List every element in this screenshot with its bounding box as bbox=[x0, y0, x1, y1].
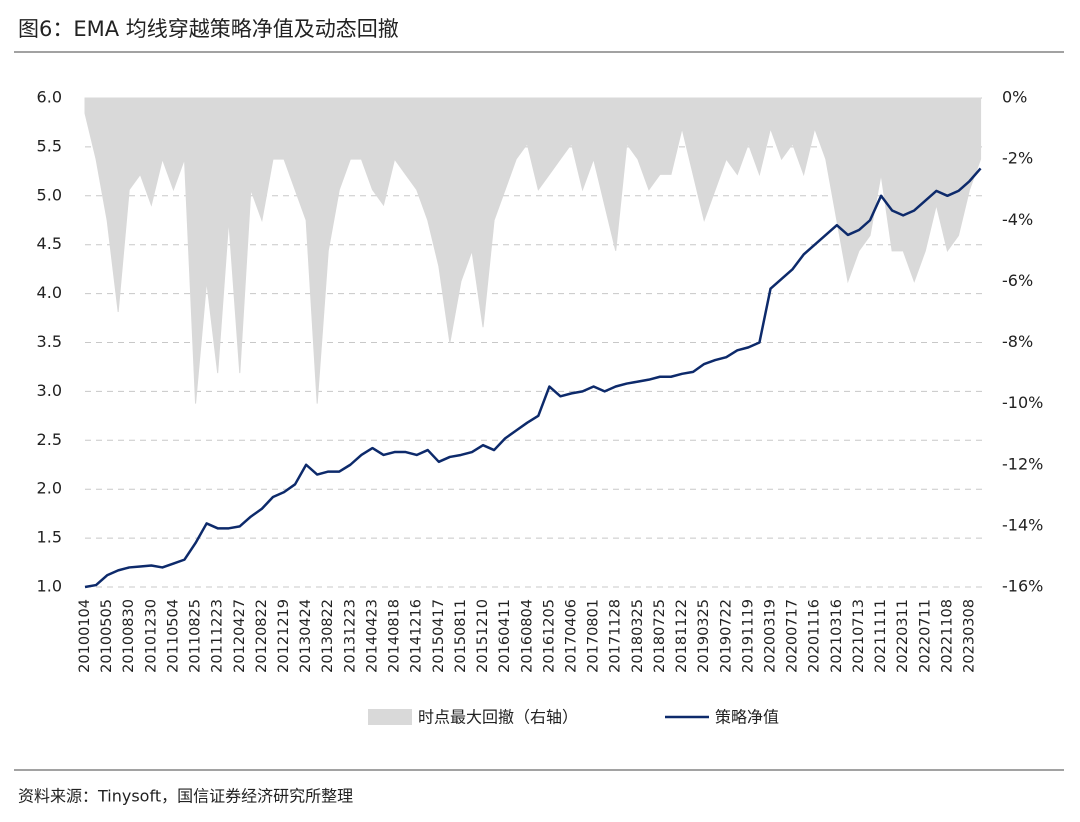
x-tick-label: 20101230 bbox=[143, 599, 159, 673]
x-tick-label: 20140423 bbox=[364, 599, 380, 673]
x-tick-label: 20210713 bbox=[851, 599, 867, 673]
x-tick-label: 20220311 bbox=[895, 599, 911, 673]
x-tick-label: 20210316 bbox=[829, 599, 845, 673]
x-tick-label: 20110825 bbox=[188, 599, 204, 673]
x-tick-label: 20161205 bbox=[541, 599, 557, 673]
x-tick-label: 20220711 bbox=[917, 599, 933, 673]
x-tick-label: 20150417 bbox=[431, 599, 447, 673]
x-tick-label: 20151210 bbox=[475, 599, 491, 673]
y-tick-label: 1.0 bbox=[37, 577, 62, 596]
x-tick-label: 20191119 bbox=[740, 599, 756, 673]
y-tick-label: 3.5 bbox=[37, 332, 62, 351]
y-tick-label: 2.0 bbox=[37, 479, 62, 498]
y-tick-label: 2.5 bbox=[37, 430, 62, 449]
y-tick-label: 4.5 bbox=[37, 234, 62, 253]
y2-tick-label: 0% bbox=[1002, 88, 1027, 107]
y-tick-label: 5.5 bbox=[37, 136, 62, 155]
x-tick-label: 20120427 bbox=[232, 599, 248, 673]
y-tick-label: 6.0 bbox=[37, 88, 62, 107]
y-tick-label: 3.0 bbox=[37, 381, 62, 400]
x-tick-label: 20201116 bbox=[807, 599, 823, 673]
y2-tick-label: -12% bbox=[1002, 454, 1043, 473]
x-tick-label: 20200717 bbox=[785, 599, 801, 673]
x-tick-label: 20200319 bbox=[763, 599, 779, 673]
x-tick-label: 20121219 bbox=[276, 599, 292, 673]
x-tick-label: 20141216 bbox=[409, 599, 425, 673]
x-tick-label: 20221108 bbox=[939, 599, 955, 673]
x-tick-label: 20160411 bbox=[497, 599, 513, 673]
y2-tick-label: -16% bbox=[1002, 577, 1043, 596]
x-tick-label: 20130424 bbox=[298, 599, 314, 673]
x-tick-label: 20160804 bbox=[519, 599, 535, 673]
x-tick-label: 20140818 bbox=[387, 599, 403, 673]
x-tick-label: 20100830 bbox=[121, 599, 137, 673]
x-tick-label: 20180725 bbox=[652, 599, 668, 673]
x-tick-label: 20100104 bbox=[77, 599, 93, 673]
y-tick-label: 5.0 bbox=[37, 185, 62, 204]
source-note: 资料来源：Tinysoft，国信证券经济研究所整理 bbox=[18, 787, 353, 806]
y2-tick-label: -6% bbox=[1002, 271, 1033, 290]
x-tick-label: 20131223 bbox=[342, 599, 358, 673]
legend-label: 策略净值 bbox=[715, 708, 779, 727]
y2-tick-label: -2% bbox=[1002, 149, 1033, 168]
y2-tick-label: -4% bbox=[1002, 210, 1033, 229]
x-tick-label: 20111223 bbox=[210, 599, 226, 673]
x-tick-label: 20170406 bbox=[563, 599, 579, 673]
nav-line bbox=[84, 167, 982, 589]
x-tick-label: 20190325 bbox=[696, 599, 712, 673]
y2-tick-label: -14% bbox=[1002, 515, 1043, 534]
x-tick-label: 20230308 bbox=[962, 599, 978, 673]
y2-tick-label: -10% bbox=[1002, 393, 1043, 412]
x-tick-label: 20110504 bbox=[165, 599, 181, 673]
legend-label: 时点最大回撤（右轴） bbox=[418, 708, 578, 727]
y-tick-label: 4.0 bbox=[37, 283, 62, 302]
y2-tick-label: -8% bbox=[1002, 332, 1033, 351]
x-tick-label: 20171128 bbox=[608, 599, 624, 673]
x-tick-label: 20150811 bbox=[453, 599, 469, 673]
y-tick-label: 1.5 bbox=[37, 528, 62, 547]
chart-title: 图6：EMA 均线穿越策略净值及动态回撤 bbox=[18, 17, 399, 41]
x-tick-label: 20211111 bbox=[873, 599, 889, 673]
x-tick-label: 20170801 bbox=[586, 599, 602, 673]
x-tick-label: 20130822 bbox=[320, 599, 336, 673]
x-tick-label: 20120822 bbox=[254, 599, 270, 673]
drawdown-area bbox=[84, 97, 982, 404]
x-tick-label: 20100505 bbox=[99, 599, 115, 673]
x-tick-label: 20180325 bbox=[630, 599, 646, 673]
legend-swatch bbox=[368, 709, 412, 725]
x-tick-label: 20181122 bbox=[674, 599, 690, 673]
x-tick-label: 20190722 bbox=[718, 599, 734, 673]
